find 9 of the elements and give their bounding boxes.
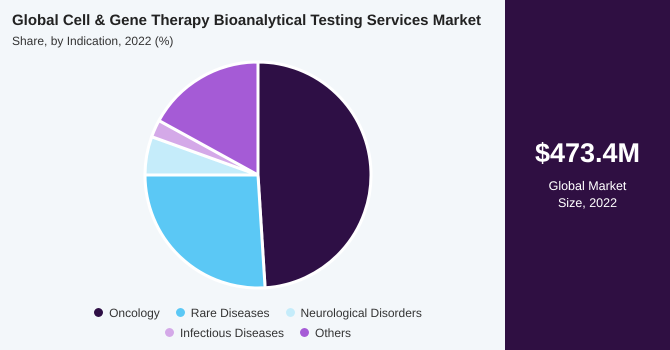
legend-label: Neurological Disorders: [300, 305, 422, 322]
text: Global Market Size, 2022: [548, 178, 628, 212]
text: $473.4M: [534, 138, 642, 169]
legend-label: Others: [314, 325, 352, 342]
chart-subtitle: Share, by Indication, 2022 (%): [12, 34, 174, 48]
legend-label: Infectious Diseases: [178, 325, 284, 342]
legend-label: Rare Diseases: [190, 305, 270, 322]
legend-label: Oncology: [108, 305, 160, 322]
chart-title: Global Cell & Gene Therapy Bioanalytical Testing Services Market: [12, 12, 482, 29]
